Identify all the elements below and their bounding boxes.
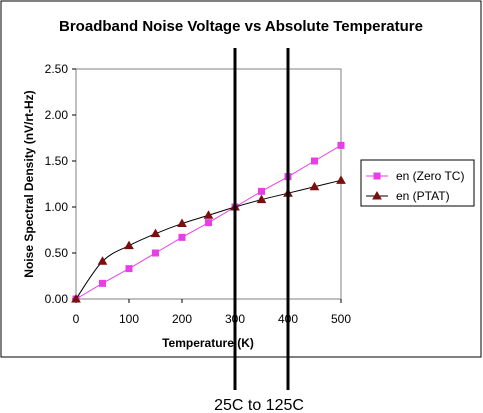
data-point (97, 256, 108, 265)
data-point (150, 228, 161, 238)
data-point (152, 249, 159, 257)
data-point (177, 218, 187, 228)
data-point (124, 240, 134, 250)
data-point (311, 157, 318, 165)
data-point (71, 293, 81, 303)
data-point (258, 187, 265, 195)
y-tick-label: 0.50 (45, 246, 69, 260)
legend: en (Zero TC) en (PTAT) (360, 159, 475, 207)
vertical-markers (233, 48, 290, 390)
y-tick-label: 2.50 (45, 62, 69, 76)
x-tick-label: 0 (73, 312, 80, 326)
data-point (336, 175, 346, 184)
series-ptat (71, 175, 346, 303)
chart-title: Broadband Noise Voltage vs Absolute Temp… (59, 18, 423, 35)
x-axis-label: Temperature (K) (162, 336, 254, 350)
y-tick-label: 1.50 (45, 154, 69, 168)
data-point (205, 219, 212, 227)
data-point (99, 279, 106, 287)
data-point (203, 210, 214, 219)
y-tick-label: 0.00 (45, 292, 69, 306)
y-axis-ticks: 0.00 0.50 1.00 1.50 2.00 2.50 (45, 62, 76, 306)
data-point (178, 233, 186, 241)
data-point (256, 194, 267, 204)
legend-marker (373, 172, 381, 180)
range-annotation: 25C to 125C (214, 397, 304, 413)
data-point (309, 181, 320, 191)
y-tick-label: 2.00 (45, 108, 69, 122)
x-axis-ticks: 0100200300400500 (73, 299, 351, 326)
x-tick-label: 500 (331, 312, 351, 326)
y-tick-label: 1.00 (45, 200, 69, 214)
data-point (337, 141, 345, 149)
data-point (125, 265, 133, 273)
legend-items: en (Zero TC) en (PTAT) (366, 169, 464, 203)
legend-marker (372, 190, 382, 200)
x-tick-label: 200 (172, 312, 192, 326)
y-axis-label: Noise Spectral Density (nV/rt-Hz) (22, 90, 36, 277)
plot-area (75, 68, 342, 300)
legend-label: en (Zero TC) (396, 169, 464, 183)
x-tick-label: 100 (119, 312, 139, 326)
legend-label: en (PTAT) (396, 189, 450, 203)
